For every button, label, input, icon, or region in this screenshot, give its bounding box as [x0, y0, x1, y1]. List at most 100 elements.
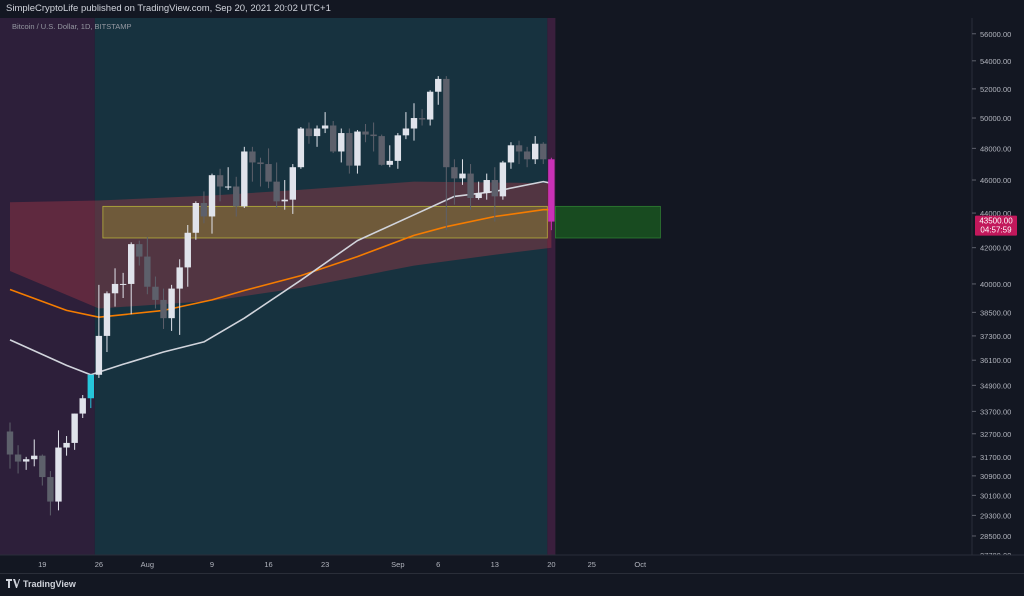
candle-body: [451, 167, 458, 179]
price-tick-label: 56000.00: [980, 30, 1011, 39]
zone-layer: [102, 205, 661, 239]
candle: [491, 167, 498, 222]
price-tick-label: 52000.00: [980, 85, 1011, 94]
time-tick-label: 6: [436, 560, 440, 569]
support-zone-yellow: [102, 205, 548, 239]
candle: [330, 121, 337, 154]
price-chart[interactable]: 56000.00 54000.00 52000.00 50000.00 48000.00…: [0, 18, 1024, 573]
price-tick-label: 48000.00: [980, 144, 1011, 153]
candle-body: [435, 78, 442, 92]
candle: [451, 159, 458, 205]
candle: [418, 109, 426, 126]
candle: [265, 148, 272, 189]
candle: [410, 103, 418, 141]
candle: [111, 268, 119, 307]
candle-body: [71, 413, 78, 443]
candle: [31, 439, 38, 467]
candle-body: [443, 78, 450, 168]
price-tick-label: 38500.00: [980, 308, 1011, 317]
candle: [168, 284, 175, 331]
time-tick-label: 19: [38, 560, 46, 569]
candles: [6, 76, 555, 516]
candle-body: [370, 134, 377, 137]
candle: [313, 125, 321, 147]
support-zone-green: [555, 205, 661, 239]
time-tick-label: 23: [321, 560, 329, 569]
candle: [273, 162, 280, 209]
tradingview-logo[interactable]: TradingView: [6, 579, 76, 589]
candle-body: [402, 128, 410, 136]
background-period: [0, 18, 95, 555]
candle-body: [216, 175, 224, 187]
price-tick-label: 28500.00: [980, 532, 1011, 541]
candle: [523, 146, 531, 168]
price-axis-background: [972, 18, 1024, 555]
price-tick-label: 32700.00: [980, 430, 1011, 439]
header-bar: SimpleCryptoLife published on TradingVie…: [0, 0, 1024, 18]
candle-body: [87, 374, 94, 399]
candle: [281, 180, 288, 210]
candle: [6, 422, 14, 469]
candle: [216, 168, 224, 202]
candle: [297, 127, 305, 169]
candle: [515, 140, 523, 165]
candle-body: [31, 455, 38, 460]
price-axis[interactable]: 56000.00 54000.00 52000.00 50000.00 48000.00…: [971, 18, 1024, 560]
candle-body: [55, 447, 62, 502]
candle-body: [426, 91, 434, 120]
candle: [289, 164, 296, 214]
candle: [184, 224, 191, 287]
background-period: [547, 18, 556, 555]
price-tick-label: 46000.00: [980, 176, 1011, 185]
background-period: [94, 18, 548, 555]
price-tick-label: 34900.00: [980, 381, 1011, 390]
footer-bar: TradingView: [0, 573, 1024, 596]
candle: [475, 181, 482, 200]
candle-body: [394, 135, 402, 161]
candle-body: [6, 431, 14, 455]
candle-body: [111, 283, 119, 294]
candle-body: [483, 180, 490, 194]
candle-body: [95, 335, 103, 375]
candle-body: [208, 175, 216, 217]
candle: [378, 134, 385, 166]
candle: [136, 240, 143, 266]
candle-body: [273, 181, 280, 202]
time-tick-label: 16: [264, 560, 272, 569]
candle-body: [515, 145, 523, 152]
candle: [426, 90, 434, 126]
candle: [346, 128, 353, 174]
time-tick-label: Sep: [391, 560, 404, 569]
price-tick-label: 29300.00: [980, 511, 1011, 520]
candle-body: [233, 186, 240, 207]
time-axis[interactable]: 19 26 Aug 9 16 23 Sep 6 13 20 25 Oct: [0, 554, 1024, 573]
candle-body: [152, 286, 159, 300]
brand-name: TradingView: [23, 579, 76, 589]
candle: [370, 122, 377, 152]
candle-body: [184, 232, 191, 268]
candle: [87, 374, 94, 409]
time-axis-background: [0, 555, 1024, 573]
candle-body: [47, 477, 54, 502]
candle: [354, 130, 361, 174]
candle-body: [386, 160, 393, 165]
candle: [257, 157, 264, 187]
candle: [305, 122, 313, 144]
candle: [63, 436, 70, 456]
candle-body: [475, 193, 482, 199]
candle-body: [362, 131, 369, 135]
candle: [79, 394, 86, 419]
candle-body: [459, 173, 466, 179]
candle-body: [354, 131, 361, 166]
time-tick-label: Aug: [141, 560, 154, 569]
candle: [22, 456, 30, 470]
candle: [499, 160, 507, 200]
candle-body: [297, 128, 305, 168]
price-tick-label: 36100.00: [980, 356, 1011, 365]
candle: [540, 142, 547, 165]
price-tick-label: 42000.00: [980, 244, 1011, 253]
candle-body: [330, 125, 337, 152]
candle: [483, 173, 490, 200]
price-tick-label: 37300.00: [980, 332, 1011, 341]
time-tick-label: 9: [210, 560, 214, 569]
